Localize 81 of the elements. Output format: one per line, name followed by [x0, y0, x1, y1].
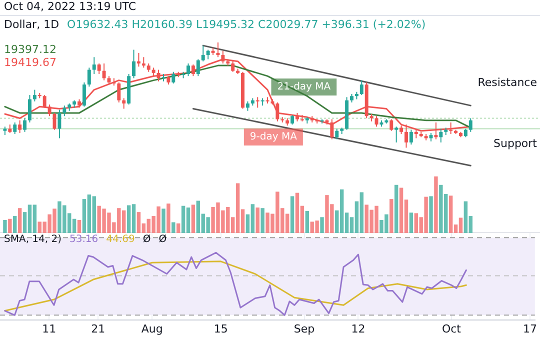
x-tick-label: Oct	[442, 322, 462, 336]
candlestick	[142, 56, 146, 68]
bar	[290, 196, 294, 233]
candlestick	[87, 67, 91, 88]
candlestick	[256, 96, 260, 108]
bar	[77, 220, 82, 233]
bar	[394, 184, 398, 233]
candlestick	[58, 109, 62, 139]
candlestick	[206, 49, 210, 60]
chart-title: Dollar, 1D	[4, 18, 60, 31]
x-tick-label: 12	[351, 322, 366, 336]
x-tick-label: 21	[91, 322, 106, 336]
x-tick-label: 15	[214, 322, 228, 336]
candlestick	[439, 128, 443, 143]
bar	[429, 196, 433, 233]
candlestick	[468, 118, 472, 132]
candlestick	[186, 62, 190, 77]
candlestick	[276, 102, 280, 122]
candlestick	[191, 64, 195, 77]
candlestick	[92, 56, 96, 74]
text: Ø	[158, 234, 167, 245]
candlestick	[102, 62, 106, 81]
bar	[172, 222, 176, 233]
series-label: 21-day MA	[277, 82, 331, 93]
text: Oct 04, 2022 13:19 UTC	[4, 0, 136, 13]
text: 53.16	[70, 234, 98, 245]
candlestick	[117, 82, 121, 103]
candlestick	[172, 71, 176, 84]
candlestick	[42, 94, 46, 108]
bar	[166, 204, 170, 233]
candlestick	[246, 100, 250, 112]
bar	[18, 208, 22, 233]
text: Resistance	[478, 76, 537, 90]
candlestick	[82, 82, 86, 108]
bar	[305, 210, 310, 233]
bar	[260, 208, 264, 233]
x-tick-label: Aug	[141, 322, 163, 336]
x-tick-label: 11	[42, 322, 56, 336]
candlestick	[112, 78, 116, 86]
bar	[13, 216, 17, 233]
candlestick	[335, 128, 339, 140]
series-label: 9-day MA	[250, 132, 298, 143]
candlestick	[390, 118, 394, 132]
bar	[162, 208, 166, 233]
candlestick	[32, 89, 36, 102]
text: Ø	[142, 234, 151, 245]
text: Support	[494, 137, 537, 150]
bar	[390, 199, 394, 233]
candlestick	[136, 52, 140, 68]
bar	[191, 204, 196, 233]
bar	[3, 220, 7, 233]
bar	[320, 217, 324, 233]
bar	[176, 223, 180, 233]
candlestick	[394, 126, 398, 143]
candlestick	[201, 45, 205, 62]
chart-subtitle: O19632.43 H20160.39 L19495.32 C20029.77 +396.31 (+2.02%)	[67, 18, 426, 31]
candlestick	[97, 62, 101, 74]
candlestick	[216, 42, 220, 58]
candlestick	[409, 129, 413, 146]
annotation: 19397.12	[4, 43, 56, 56]
candlestick	[360, 80, 364, 96]
candlestick	[260, 98, 264, 106]
bar	[8, 218, 12, 233]
candlestick	[132, 49, 136, 79]
bar	[256, 208, 260, 233]
candlestick	[290, 114, 294, 126]
candlestick	[122, 98, 126, 110]
chart-title: SMA, 14, 2)	[4, 234, 62, 245]
annotation: 19419.67	[4, 56, 56, 69]
candlestick	[13, 122, 17, 135]
candlestick	[28, 94, 32, 123]
text: 44.69	[106, 234, 135, 245]
candlestick	[62, 105, 66, 117]
bar	[409, 212, 414, 233]
candlestick	[48, 104, 52, 117]
x-tick-label: 17	[523, 322, 537, 336]
candlestick	[156, 69, 160, 82]
candlestick	[196, 58, 200, 77]
bar	[434, 176, 438, 233]
x-tick-label: Sep	[294, 322, 315, 336]
candlestick	[23, 118, 27, 132]
